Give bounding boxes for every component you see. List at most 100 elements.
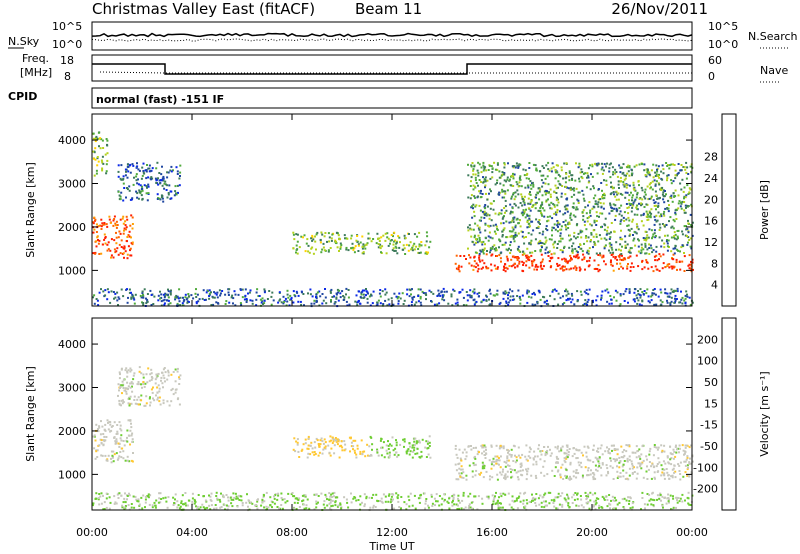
vel-cell xyxy=(390,444,393,447)
vel-cell xyxy=(100,502,103,505)
vel-cell xyxy=(641,497,644,499)
power-cell xyxy=(537,209,540,212)
vel-cell xyxy=(333,452,336,455)
vel-cell xyxy=(581,474,584,477)
power-cell xyxy=(468,254,470,257)
power-cell xyxy=(581,189,584,192)
vel-cell xyxy=(628,445,631,448)
power-cell xyxy=(614,168,617,171)
power-cell xyxy=(113,297,115,300)
power-cell xyxy=(126,240,128,243)
vel-cell xyxy=(172,504,175,506)
vel-cell xyxy=(276,506,279,508)
power-cell xyxy=(478,254,481,257)
vel-cell xyxy=(363,505,366,508)
vel-cell xyxy=(465,478,468,481)
power-cell xyxy=(517,289,520,292)
vel-cell xyxy=(305,504,308,507)
power-cell xyxy=(163,302,166,305)
power-cell xyxy=(595,211,598,214)
power-cell xyxy=(510,230,513,233)
power-cell xyxy=(212,303,215,306)
vel-cell xyxy=(565,456,568,459)
power-cell xyxy=(571,245,573,248)
power-cell xyxy=(454,262,457,265)
power-cell xyxy=(599,212,602,215)
vel-cell xyxy=(510,454,513,457)
vel-cell xyxy=(510,506,513,509)
power-cell xyxy=(613,230,616,233)
power-cell xyxy=(611,166,614,169)
vel-cell xyxy=(648,450,651,453)
power-cell xyxy=(565,268,568,271)
power-cell xyxy=(473,303,476,306)
power-cell xyxy=(553,204,556,207)
vel-cell xyxy=(598,465,601,467)
vel-cell xyxy=(678,464,681,467)
vel-cell xyxy=(397,494,400,497)
vel-cell xyxy=(598,504,601,507)
vel-cell xyxy=(554,466,557,469)
power-cell xyxy=(401,292,404,295)
power-cell xyxy=(362,251,365,254)
vel-cell xyxy=(232,498,235,501)
vel-cell xyxy=(116,432,119,435)
vel-cell xyxy=(580,466,583,469)
power-cell xyxy=(571,298,574,301)
vel-cell xyxy=(426,442,429,445)
power-cell xyxy=(615,207,618,210)
power-cell xyxy=(280,301,283,304)
power-cell xyxy=(615,299,618,302)
vel-cell xyxy=(537,447,540,450)
power-cell xyxy=(422,292,425,294)
power-cell xyxy=(143,288,146,291)
vel-cell xyxy=(648,453,651,456)
vel-cell xyxy=(519,469,522,472)
power-cell xyxy=(232,302,234,305)
power-cell xyxy=(472,268,475,271)
vel-cell xyxy=(483,464,486,467)
power-cell xyxy=(668,266,671,269)
vel-cell xyxy=(124,387,127,390)
vel-cell xyxy=(149,396,151,399)
power-cell xyxy=(529,191,531,194)
power-cell xyxy=(505,220,508,223)
vel-cell xyxy=(514,461,517,464)
power-cell xyxy=(158,197,161,200)
power-cell xyxy=(529,243,532,246)
vel-cell xyxy=(462,491,465,494)
power-cell xyxy=(360,293,363,296)
power-cell xyxy=(570,292,573,295)
power-cell xyxy=(686,227,689,230)
power-cell xyxy=(561,303,564,306)
power-cell xyxy=(688,239,691,241)
power-cell xyxy=(504,199,507,202)
vel-cell xyxy=(586,496,589,499)
power-cell xyxy=(477,171,480,174)
power-cell xyxy=(297,294,300,297)
vel-cell xyxy=(688,475,691,478)
power-cell xyxy=(301,291,303,294)
power-cell xyxy=(130,236,132,239)
vel-cell xyxy=(391,436,394,439)
vel-cell xyxy=(103,428,106,431)
power-cell xyxy=(618,213,621,216)
vel-cell xyxy=(296,443,299,446)
power-cell xyxy=(350,237,353,240)
vel-cell xyxy=(659,493,662,496)
vel-cell xyxy=(554,496,557,499)
power-cell xyxy=(119,232,122,235)
power-cell xyxy=(96,164,99,167)
power-cell xyxy=(507,301,510,304)
power-cell xyxy=(515,234,518,237)
vel-cell xyxy=(148,379,151,382)
power-cell xyxy=(474,205,477,208)
power-cell xyxy=(309,288,312,291)
power-cell xyxy=(626,224,629,227)
vel-cell xyxy=(514,454,516,457)
power-cell xyxy=(498,246,500,249)
vel-cell xyxy=(453,503,456,506)
power-cell xyxy=(541,201,544,204)
vel-cell xyxy=(131,440,134,443)
